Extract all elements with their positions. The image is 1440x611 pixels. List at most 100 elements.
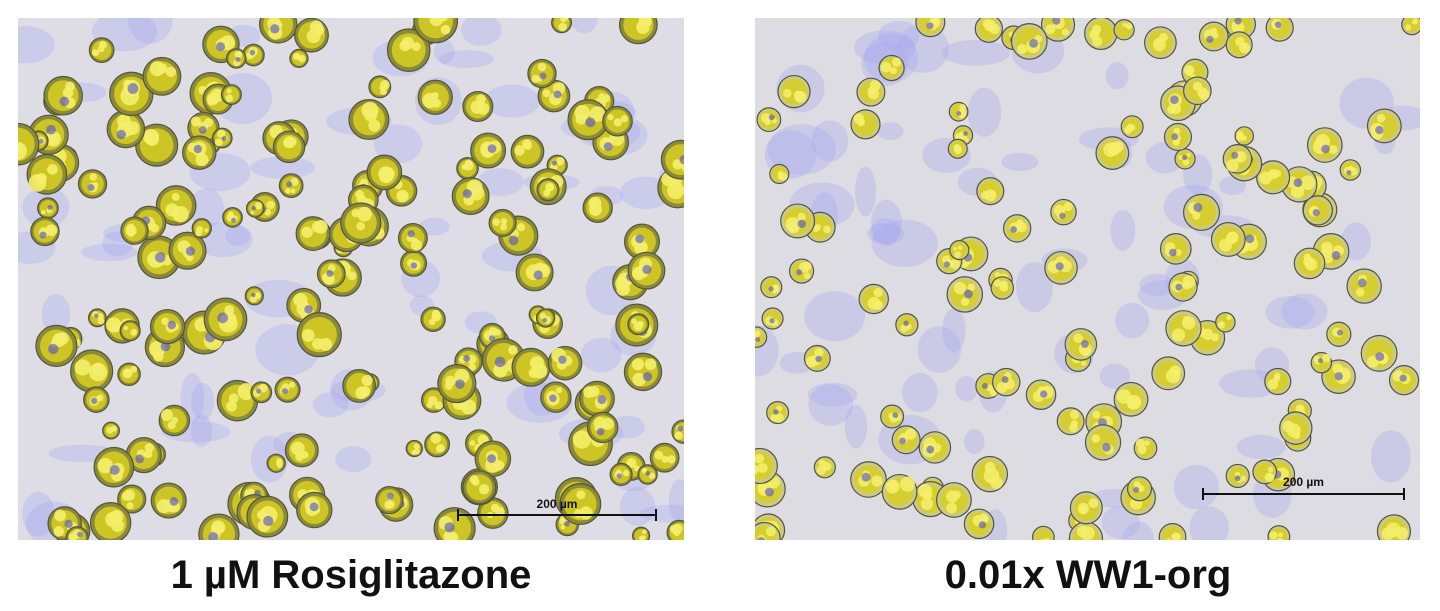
nucleus: [185, 246, 196, 256]
lipid-droplet: [959, 104, 966, 111]
nucleus-blob: [1236, 434, 1286, 460]
nucleus-blob: [438, 50, 494, 68]
lipid-droplet: [144, 450, 153, 459]
lipid-droplet: [602, 94, 611, 103]
nucleus-blob: [190, 414, 213, 447]
nucleus-blob: [870, 218, 901, 244]
nucleus-blob: [1110, 209, 1136, 251]
lipid-droplet: [431, 309, 441, 319]
lipid-droplet: [237, 383, 255, 401]
nucleus: [815, 355, 822, 363]
lipid-droplet: [793, 90, 804, 101]
nucleus: [956, 111, 962, 116]
nucleus: [1170, 95, 1179, 104]
lipid-droplet: [1103, 142, 1118, 158]
nucleus-blob: [955, 375, 978, 402]
nucleus-blob: [917, 326, 962, 373]
lipid-droplet: [475, 94, 486, 105]
lipid-droplet: [993, 279, 1002, 287]
lipid-droplet: [1092, 410, 1101, 419]
lipid-droplet: [1070, 410, 1080, 420]
nucleus: [963, 131, 968, 136]
lipid-droplet: [953, 281, 967, 295]
nucleus-blob: [484, 84, 541, 118]
lipid-droplet: [1172, 532, 1181, 540]
lipid-droplet: [1236, 130, 1244, 138]
nucleus: [235, 57, 241, 62]
lipid-droplet: [1211, 31, 1219, 39]
nucleus-blob: [963, 429, 985, 455]
nucleus: [1169, 248, 1177, 257]
nucleus: [533, 270, 543, 280]
lipid-droplet: [54, 509, 66, 522]
lipid-droplet: [206, 92, 220, 106]
lipid-droplet: [1137, 485, 1145, 492]
lipid-droplet: [823, 225, 831, 234]
nucleus: [169, 497, 179, 506]
nucleus-blob: [127, 18, 173, 44]
lipid-droplet: [822, 462, 832, 471]
lipid-droplet: [803, 261, 812, 271]
lipid-droplet: [990, 476, 1003, 489]
lipid-droplet: [1348, 165, 1354, 171]
nucleus: [642, 371, 653, 382]
nucleus: [256, 388, 262, 394]
nucleus: [1029, 38, 1038, 48]
lipid-droplet: [531, 74, 540, 84]
lipid-droplet: [516, 223, 526, 232]
lipid-droplet: [642, 529, 647, 535]
nucleus: [263, 515, 274, 526]
nucleus-blob: [312, 392, 349, 418]
lipid-droplet: [1034, 528, 1052, 540]
nucleus: [217, 312, 228, 324]
lipid-droplet: [667, 455, 676, 464]
lipid-droplet: [542, 89, 551, 98]
lipid-droplet: [1045, 24, 1056, 35]
nucleus-blob: [855, 166, 877, 217]
lipid-droplet: [363, 108, 378, 122]
lipid-droplet: [144, 443, 155, 453]
lipid-droplet: [867, 86, 876, 95]
lipid-droplet: [1321, 353, 1331, 363]
nucleus: [127, 83, 139, 94]
lipid-droplet: [1137, 445, 1147, 454]
nucleus: [768, 114, 775, 121]
nucleus: [251, 292, 256, 298]
lipid-droplet: [661, 455, 669, 463]
nucleus: [326, 270, 334, 277]
lipid-droplet: [195, 229, 202, 237]
nucleus: [1206, 35, 1214, 43]
nucleus: [755, 337, 761, 343]
nucleus: [77, 531, 83, 538]
lipid-droplet: [760, 113, 771, 124]
scale-bar-label: 200 µm: [1283, 475, 1324, 489]
lipid-droplet: [654, 450, 664, 460]
lipid-droplet: [378, 166, 393, 181]
nucleus: [645, 471, 651, 476]
scale-bar: [457, 509, 657, 521]
lipid-droplet: [1328, 145, 1338, 155]
nucleus-blob: [871, 199, 903, 247]
nucleus: [553, 90, 562, 99]
nucleus: [1346, 170, 1352, 176]
nucleus-blob: [1139, 273, 1175, 297]
nucleus: [91, 397, 98, 405]
lipid-droplet: [572, 430, 592, 449]
lipid-droplet: [1235, 36, 1245, 47]
nucleus: [679, 154, 684, 165]
nucleus-blob: [580, 337, 622, 373]
nucleus: [281, 388, 288, 395]
nucleus: [597, 395, 607, 404]
nucleus: [1399, 374, 1407, 382]
lipid-droplet: [560, 524, 566, 530]
nucleus-blob: [1265, 295, 1315, 329]
lipid-droplet: [613, 118, 622, 127]
lipid-droplet: [1290, 184, 1305, 199]
lipid-droplet: [1171, 328, 1186, 342]
nucleus-blob: [876, 122, 904, 141]
lipid-droplet: [290, 177, 299, 186]
nucleus: [1175, 283, 1183, 291]
nucleus: [135, 454, 144, 464]
nucleus: [892, 412, 899, 419]
lipid-droplet: [957, 245, 963, 251]
